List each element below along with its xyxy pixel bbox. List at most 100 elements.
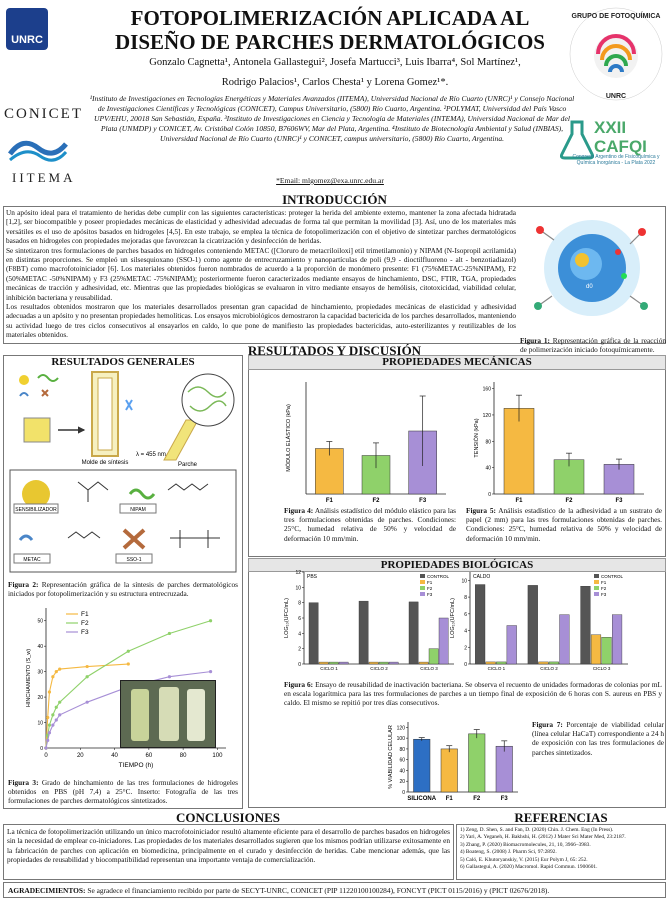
fig1-caption: Figura 1: Representación gráfica de la r… xyxy=(520,336,666,354)
x-tick-label: F2 xyxy=(473,796,481,802)
x-tick-label: SILICONA xyxy=(407,796,436,802)
intro-box xyxy=(3,206,666,344)
mold-label: Molde de síntesis xyxy=(82,460,129,466)
y-tick-label: 160 xyxy=(483,387,492,393)
data-point xyxy=(85,700,89,704)
acknowledgements-label: AGRADECIMIENTOS: xyxy=(8,886,86,895)
legend-label: CONTROL xyxy=(601,574,623,579)
legend-label: F1 xyxy=(427,580,433,585)
bar-f3 xyxy=(559,614,570,665)
fig7-y-axis-label: % VIABILIDAD CELULAR xyxy=(388,725,394,789)
y-tick-label: 10 xyxy=(461,578,467,584)
data-point xyxy=(58,667,62,671)
fig3-caption-text: Grado de hinchamiento de las tres formul… xyxy=(8,778,239,806)
fig6a-panel-label: PBS xyxy=(307,574,318,580)
bar-control xyxy=(527,585,538,665)
poster-title: FOTOPOLIMERIZACIÓN APLICADA AL DISEÑO DE… xyxy=(115,6,545,54)
authors-line-2: Rodrigo Palacios¹, Carlos Chesta¹ y Lore… xyxy=(221,77,449,88)
y-tick-label: 4 xyxy=(298,631,301,637)
intro-paragraph-2: Se sintetizaron tres formulaciones de pa… xyxy=(6,245,516,302)
x-tick-label: 0 xyxy=(44,753,48,759)
fig4-elastic-modulus-chart: MÓDULO ELÁSTICO (kPa) F1 F2 F3 xyxy=(285,382,446,504)
x-tick-label: CICLO 3 xyxy=(593,666,611,671)
bar-control xyxy=(308,602,319,665)
bar-f3 xyxy=(388,661,399,665)
y-tick-label: 10 xyxy=(295,585,301,591)
y-tick-label: 20 xyxy=(37,695,43,701)
svg-text:UNRC: UNRC xyxy=(606,93,626,100)
acknowledgements-text: Se agradece el financiamiento recibido p… xyxy=(87,886,550,895)
y-tick-label: 0 xyxy=(464,662,467,668)
bar-f2 xyxy=(328,661,339,665)
fig1-d0-label: d0 xyxy=(586,284,593,290)
fig5-caption: Figura 5: Análisis estadístico de la adh… xyxy=(466,506,662,543)
legend-swatch xyxy=(594,586,599,590)
iitema-logo: IITEMA xyxy=(12,170,76,185)
cafqi-logo: XXII CAFQI Congreso Argentino de Fisicoq… xyxy=(560,116,664,168)
references-list: 1) Zeng, D. Shen, S. and Fan, D. (2020) … xyxy=(456,824,666,880)
intro-text: Un apósito ideal para el tratamiento de … xyxy=(6,208,516,340)
bar-control xyxy=(580,586,591,665)
lambda-label: λ = 455 nm xyxy=(136,452,166,458)
fig2-caption-label: Figura 2: xyxy=(8,580,39,589)
fig1-caption-label: Figura 1: xyxy=(520,336,550,345)
data-point xyxy=(126,649,130,653)
iitema-wave-icon xyxy=(8,140,68,162)
x-tick-label: F3 xyxy=(419,498,427,504)
data-point xyxy=(85,664,89,669)
fig4-caption: Figura 4: Análisis estadístico del módul… xyxy=(284,506,456,543)
y-tick-label: 120 xyxy=(397,725,406,731)
data-point xyxy=(126,662,130,666)
intro-heading: INTRODUCCIÓN xyxy=(282,192,387,207)
fig2-synthesis-diagram: Molde de síntesis λ = 455 nm Parche SENS… xyxy=(9,371,237,573)
y-tick-label: 6 xyxy=(298,616,301,622)
affiliations: ¹Instituto de Investigaciones en Tecnolo… xyxy=(89,94,575,143)
reference-item: 5) Caló, E. Khutoryanskiy, V. (2015) Eur… xyxy=(460,856,588,863)
reference-item: 4) Boateng, S. (2008) J. Pharm Sci, 97:2… xyxy=(460,849,557,856)
x-tick-label: 20 xyxy=(77,753,84,759)
fig1-caption-text: Representación gráfica de la reacción de… xyxy=(520,336,667,355)
fig4-y-axis-label: MÓDULO ELÁSTICO (kPa) xyxy=(285,404,292,472)
fig1-polymerization-diagram: d0 xyxy=(534,220,648,316)
data-point xyxy=(46,715,50,720)
fig5-adhesion-chart: 0 40 80 120 160 TENSIÓN (kPa) F1 F2 F3 xyxy=(473,382,644,504)
cafqi-title: XXII CAFQI xyxy=(594,118,647,156)
bar-f1 xyxy=(418,661,429,665)
bar-f2 xyxy=(468,733,486,793)
biological-heading: PROPIEDADES BIOLÓGICAS xyxy=(248,558,666,572)
fig3-x-axis-label: TIEMPO (h) xyxy=(119,762,154,769)
fig4-caption-label: Figura 4: xyxy=(284,506,314,515)
fig7-caption-label: Figura 7: xyxy=(532,720,563,729)
legend-label: F1 xyxy=(601,580,607,585)
data-point xyxy=(167,675,172,679)
y-tick-label: 6 xyxy=(464,612,467,618)
authors: Gonzalo Cagnetta¹, Antonela Gallastegui²… xyxy=(100,56,570,90)
x-tick-label: F1 xyxy=(326,498,334,504)
bar-f1 xyxy=(318,661,329,665)
bar-control xyxy=(475,584,486,665)
x-tick-label: F3 xyxy=(501,796,509,802)
data-point xyxy=(47,723,52,727)
x-tick-label: 40 xyxy=(111,753,118,759)
legend-swatch xyxy=(420,580,425,584)
flask-icon xyxy=(560,120,594,160)
data-point xyxy=(47,690,52,694)
fig7-caption-text: Porcentaje de viabilidad celular (línea … xyxy=(532,720,664,757)
y-tick-label: 0 xyxy=(298,662,301,668)
bar-f2 xyxy=(428,648,439,665)
fig6-caption: Figura 6: Ensayo de reusabilidad de inac… xyxy=(284,680,662,708)
fig2-caption: Figura 2: Representación gráfica de la s… xyxy=(8,580,238,598)
legend-label: F3 xyxy=(427,592,433,597)
series-line-f2 xyxy=(45,620,211,749)
contact-email[interactable]: *Email: mlgomez@exa.unrc.edu.ar xyxy=(276,176,384,185)
y-tick-label: 80 xyxy=(399,747,405,753)
legend-label: F2 xyxy=(601,586,607,591)
fig3-y-axis-label: HINCHAMIENTO (S_w) xyxy=(26,649,32,707)
legend-label: F1 xyxy=(81,611,89,618)
acknowledgements: AGRADECIMIENTOS: Se agradece el financia… xyxy=(3,882,666,898)
y-tick-label: 100 xyxy=(397,736,406,742)
references-heading: REFERENCIAS xyxy=(514,810,608,825)
y-tick-label: 4 xyxy=(464,629,467,635)
y-tick-label: 10 xyxy=(37,721,43,727)
bar-f3 xyxy=(506,625,517,665)
